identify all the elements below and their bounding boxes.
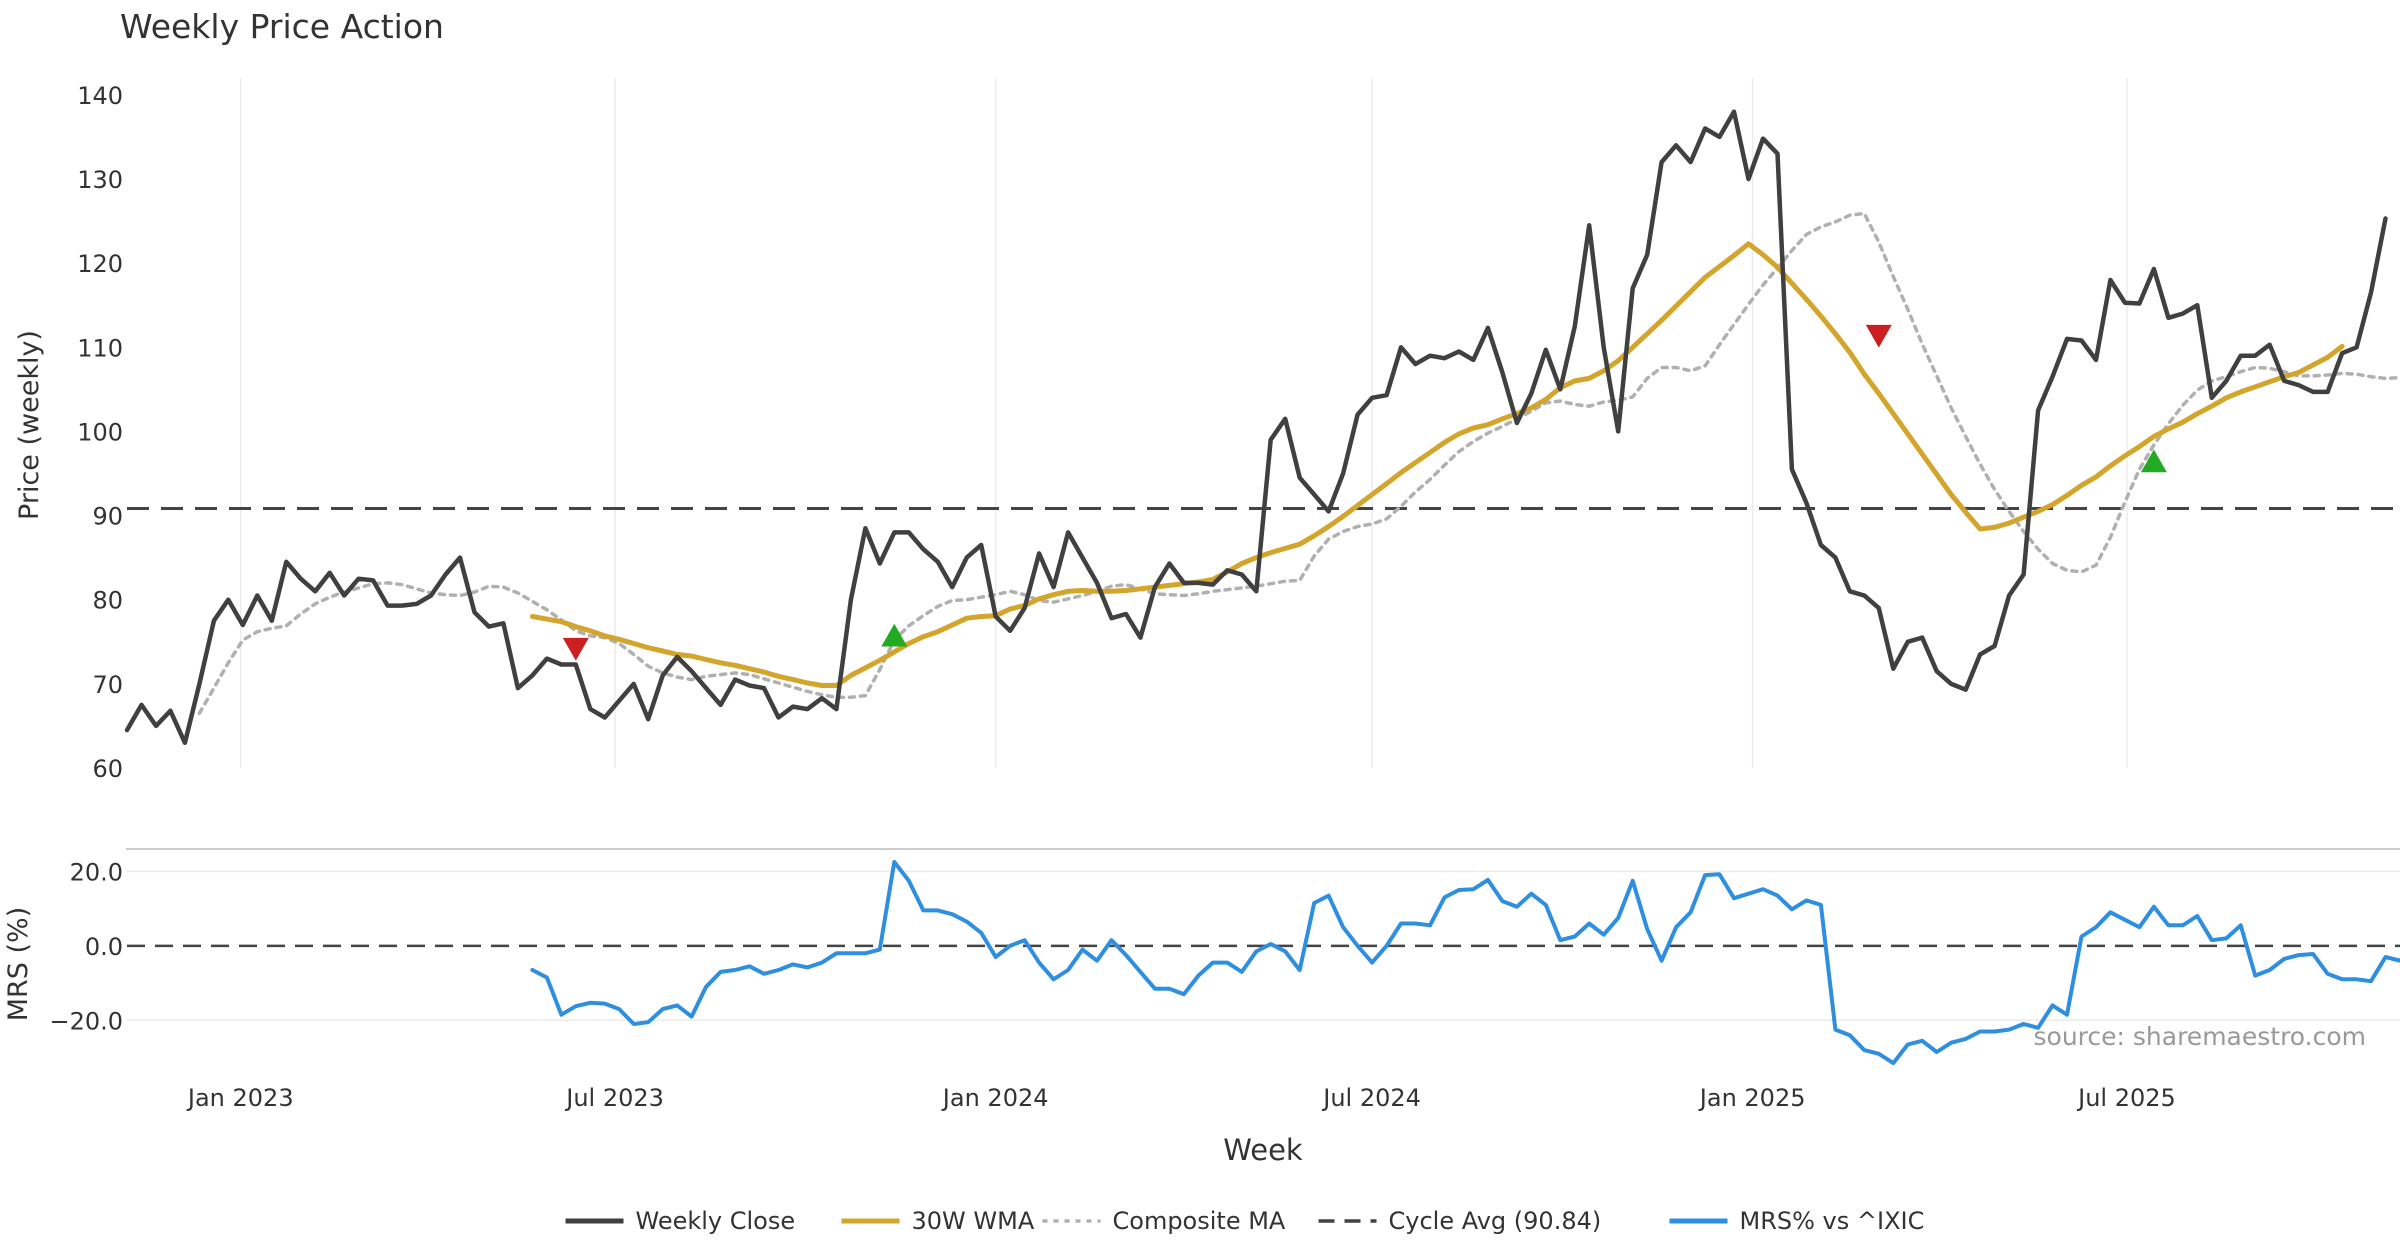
price-y-tick-label: 60 xyxy=(92,755,123,783)
price-panel: 60 70 80 90 100 110 120 130 140 Price (weekly) xyxy=(14,78,2400,783)
price-series xyxy=(124,109,2400,746)
mrs-y-tick-label: 0.0 xyxy=(85,933,123,961)
legend-item: 30W WMA xyxy=(841,1207,1035,1235)
signal-markers xyxy=(562,324,2167,661)
legend-label: Composite MA xyxy=(1113,1207,1286,1235)
sell-signal-marker xyxy=(1865,324,1892,348)
composite-ma-line xyxy=(197,211,2400,716)
wma-30w-line xyxy=(529,241,2345,688)
sell-signal-marker xyxy=(562,637,589,661)
mrs-panel: 20.0 0.0 −20.0 MRS (%) source: sharemaestr… xyxy=(3,848,2400,1066)
legend-label: 30W WMA xyxy=(912,1207,1035,1235)
x-tick-label: Jul 2023 xyxy=(564,1084,664,1112)
x-tick-label: Jan 2025 xyxy=(1698,1084,1806,1112)
mrs-series xyxy=(530,860,2400,1066)
x-tick-label: Jan 2024 xyxy=(941,1084,1049,1112)
source-annotation: source: sharemaestro.com xyxy=(2034,1022,2367,1051)
buy-signal-marker xyxy=(2140,449,2167,473)
mrs-y-tick-label: 20.0 xyxy=(70,858,123,886)
x-tick-label: Jul 2024 xyxy=(1321,1084,1421,1112)
price-y-tick-label: 140 xyxy=(77,82,123,110)
price-y-tick-label: 130 xyxy=(77,166,123,194)
price-y-tick-label: 90 xyxy=(92,503,123,531)
price-y-tick-label: 80 xyxy=(92,587,123,615)
legend: Weekly Close 30W WMA Composite MA Cycle Avg… xyxy=(565,1207,1925,1235)
x-tick-label: Jan 2023 xyxy=(186,1084,294,1112)
weekly-close-line xyxy=(124,109,2388,746)
price-y-tick-label: 70 xyxy=(92,671,123,699)
mrs-y-tick-label: −20.0 xyxy=(49,1007,123,1035)
legend-label: MRS% vs ^IXIC xyxy=(1740,1207,1925,1235)
legend-item: Cycle Avg (90.84) xyxy=(1318,1207,1602,1235)
mrs-line xyxy=(530,860,2400,1066)
price-y-tick-label: 110 xyxy=(77,334,123,362)
legend-item: Weekly Close xyxy=(565,1207,796,1235)
price-y-tick-label: 120 xyxy=(77,250,123,278)
price-grid xyxy=(240,78,2128,768)
x-axis-label: Week xyxy=(1223,1133,1303,1167)
legend-item: MRS% vs ^IXIC xyxy=(1669,1207,1925,1235)
buy-signal-marker xyxy=(881,623,908,647)
price-y-axis-label: Price (weekly) xyxy=(14,330,45,520)
legend-label: Cycle Avg (90.84) xyxy=(1389,1207,1602,1235)
legend-label: Weekly Close xyxy=(636,1207,796,1235)
x-tick-label: Jul 2025 xyxy=(2076,1084,2176,1112)
legend-item: Composite MA xyxy=(1042,1207,1286,1235)
mrs-y-ticks: 20.0 0.0 −20.0 xyxy=(49,858,123,1035)
x-axis-ticks: Jan 2023 Jul 2023 Jan 2024 Jul 2024 Jan 2025… xyxy=(186,1084,2176,1112)
mrs-y-axis-label: MRS (%) xyxy=(3,907,34,1022)
chart-title: Weekly Price Action xyxy=(120,7,444,46)
price-y-tick-label: 100 xyxy=(77,418,123,446)
price-y-ticks: 60 70 80 90 100 110 120 130 140 xyxy=(77,82,123,783)
